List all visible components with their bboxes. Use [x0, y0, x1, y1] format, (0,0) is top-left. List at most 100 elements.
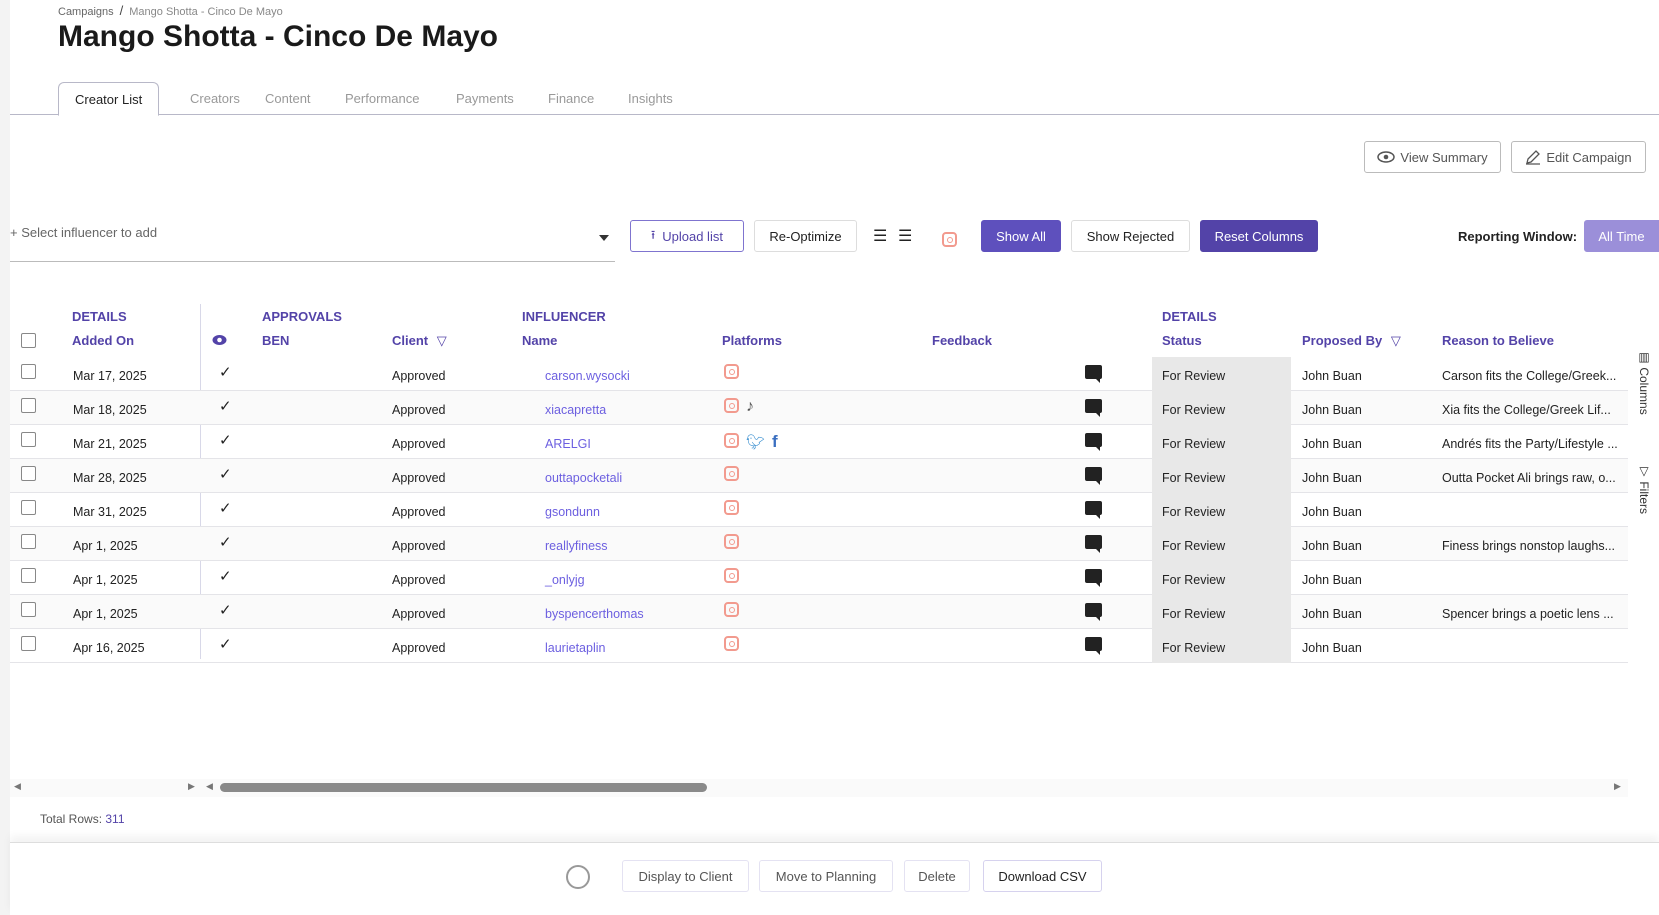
table-row[interactable]: Apr 1, 2025 ✓ Approved _onlyjg For Revie…	[10, 561, 1628, 595]
upload-list-button[interactable]: ⭱ Upload list	[630, 220, 744, 252]
influencer-name-link[interactable]: ARELGI	[545, 437, 591, 451]
show-rejected-button[interactable]: Show Rejected	[1071, 220, 1190, 252]
display-to-client-button[interactable]: Display to Client	[622, 860, 749, 892]
row-checkbox[interactable]	[21, 534, 36, 549]
scrollbar-thumb[interactable]	[220, 783, 707, 792]
delete-button[interactable]: Delete	[904, 860, 970, 892]
header-feedback[interactable]: Feedback	[932, 333, 992, 348]
feedback-comment-icon[interactable]	[1085, 501, 1102, 519]
influencer-name-link[interactable]: laurietaplin	[545, 641, 606, 655]
row-checkbox[interactable]	[21, 466, 36, 481]
row-checkbox[interactable]	[21, 602, 36, 617]
filters-panel-toggle[interactable]: ▽ Filters	[1637, 464, 1651, 514]
header-reason[interactable]: Reason to Believe	[1442, 333, 1554, 348]
proposed-by: John Buan	[1302, 505, 1362, 519]
tab-creator-list[interactable]: Creator List	[58, 82, 160, 116]
feedback-comment-icon[interactable]	[1085, 399, 1102, 417]
header-added-on[interactable]: Added On	[72, 333, 135, 348]
header-name[interactable]: Name	[522, 333, 558, 348]
header-proposed-by[interactable]: Proposed By ▽	[1302, 333, 1401, 349]
influencer-name-link[interactable]: _onlyjg	[545, 573, 585, 587]
align-justify-icon[interactable]: ☰	[898, 228, 913, 245]
scroll-left-icon[interactable]: ◀	[206, 781, 213, 791]
feedback-comment-icon[interactable]	[1085, 467, 1102, 485]
feedback-comment-icon[interactable]	[1085, 433, 1102, 451]
platform-icons	[724, 466, 746, 484]
show-all-button[interactable]: Show All	[981, 220, 1061, 252]
instagram-icon[interactable]	[724, 568, 739, 586]
scroll-right-icon[interactable]: ▶	[1614, 781, 1621, 791]
view-summary-button[interactable]: View Summary	[1364, 141, 1501, 173]
columns-label: Columns	[1637, 367, 1651, 415]
table-row[interactable]: Apr 1, 2025 ✓ Approved byspencerthomas F…	[10, 595, 1628, 629]
tab-creators[interactable]: Creators	[190, 91, 240, 106]
breadcrumb-campaigns[interactable]: Campaigns	[58, 6, 114, 18]
table-row[interactable]: Apr 16, 2025 ✓ Approved laurietaplin For…	[10, 629, 1628, 663]
tiktok-icon[interactable]: ♪	[746, 398, 754, 415]
twitter-icon[interactable]: 🐦︎	[746, 434, 766, 451]
instagram-filter-icon[interactable]	[942, 232, 957, 252]
table-row[interactable]: Apr 1, 2025 ✓ Approved reallyfiness For …	[10, 527, 1628, 561]
influencer-name-link[interactable]: carson.wysocki	[545, 369, 630, 383]
align-left-icon[interactable]: ☰	[873, 228, 894, 245]
influencer-name-link[interactable]: gsondunn	[545, 505, 600, 519]
tab-performance[interactable]: Performance	[345, 91, 420, 106]
table-row[interactable]: Mar 28, 2025 ✓ Approved outtapocketali F…	[10, 459, 1628, 493]
edit-campaign-button[interactable]: Edit Campaign	[1511, 141, 1646, 173]
row-checkbox[interactable]	[21, 364, 36, 379]
row-checkbox[interactable]	[21, 398, 36, 413]
influencer-name-link[interactable]: byspencerthomas	[545, 607, 644, 621]
filter-icon: ▽	[1637, 464, 1651, 482]
header-status[interactable]: Status	[1162, 333, 1202, 348]
influencer-name-link[interactable]: outtapocketali	[545, 471, 623, 485]
check-icon: ✓	[219, 500, 232, 517]
facebook-icon[interactable]: f	[772, 432, 778, 451]
table-row[interactable]: Mar 17, 2025 ✓ Approved carson.wysocki F…	[10, 357, 1628, 391]
table-row[interactable]: Mar 18, 2025 ✓ Approved xiacapretta ♪ Fo…	[10, 391, 1628, 425]
filter-icon[interactable]: ▽	[436, 333, 447, 348]
header-client[interactable]: Client ▽	[392, 333, 447, 349]
influencer-name-link[interactable]: xiacapretta	[545, 403, 607, 417]
header-platforms[interactable]: Platforms	[722, 333, 782, 348]
feedback-comment-icon[interactable]	[1085, 569, 1102, 587]
tab-finance[interactable]: Finance	[548, 91, 595, 106]
feedback-comment-icon[interactable]	[1085, 637, 1102, 655]
instagram-icon[interactable]	[724, 364, 739, 382]
header-ben[interactable]: BEN	[262, 333, 290, 348]
instagram-icon[interactable]	[724, 636, 739, 654]
tab-insights[interactable]: Insights	[628, 91, 673, 106]
scroll-right-icon[interactable]: ▶	[188, 781, 195, 791]
reporting-window-select[interactable]: All Time	[1584, 220, 1659, 252]
row-checkbox[interactable]	[21, 568, 36, 583]
feedback-comment-icon[interactable]	[1085, 535, 1102, 553]
tab-content[interactable]: Content	[265, 91, 311, 106]
scroll-left-icon[interactable]: ◀	[14, 781, 21, 791]
download-csv-button[interactable]: Download CSV	[983, 860, 1102, 892]
select-all-checkbox[interactable]	[21, 333, 36, 348]
instagram-icon[interactable]	[724, 466, 739, 484]
row-checkbox[interactable]	[21, 636, 36, 651]
instagram-icon[interactable]	[724, 602, 739, 620]
reoptimize-button[interactable]: Re-Optimize	[754, 220, 857, 252]
table-row[interactable]: Mar 21, 2025 ✓ Approved ARELGI 🐦︎ f For R…	[10, 425, 1628, 459]
row-checkbox[interactable]	[21, 432, 36, 447]
instagram-icon[interactable]	[724, 534, 739, 552]
tab-payments[interactable]: Payments	[456, 91, 514, 106]
move-to-planning-button[interactable]: Move to Planning	[759, 860, 893, 892]
influencer-select[interactable]: + Select influencer to add	[10, 218, 615, 262]
influencer-name-link[interactable]: reallyfiness	[545, 539, 608, 553]
filter-icon[interactable]: ▽	[1390, 333, 1401, 348]
instagram-icon[interactable]	[724, 433, 739, 451]
table-row[interactable]: Mar 31, 2025 ✓ Approved gsondunn For Rev…	[10, 493, 1628, 527]
instagram-icon[interactable]	[724, 500, 739, 518]
feedback-comment-icon[interactable]	[1085, 365, 1102, 383]
reset-columns-button[interactable]: Reset Columns	[1200, 220, 1318, 252]
status: For Review	[1162, 505, 1226, 519]
instagram-icon[interactable]	[724, 398, 739, 416]
client-approval: Approved	[392, 403, 446, 417]
row-checkbox[interactable]	[21, 500, 36, 515]
feedback-comment-icon[interactable]	[1085, 603, 1102, 621]
columns-panel-toggle[interactable]: ▥ Columns	[1637, 350, 1651, 415]
chevron-down-icon[interactable]	[599, 235, 609, 241]
proposed-by: John Buan	[1302, 471, 1362, 485]
